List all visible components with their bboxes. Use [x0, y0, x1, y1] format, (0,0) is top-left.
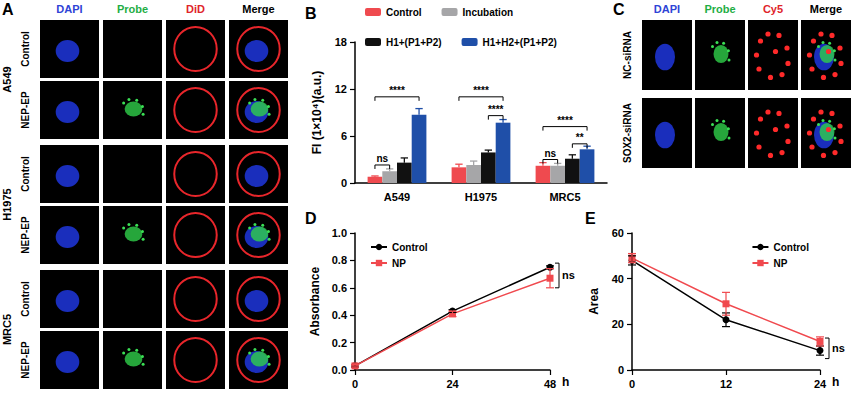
- svg-text:H1975: H1975: [1, 188, 13, 220]
- svg-text:24: 24: [814, 378, 827, 390]
- svg-text:0.2: 0.2: [332, 337, 347, 349]
- svg-text:Control: Control: [392, 242, 428, 253]
- svg-text:NP: NP: [392, 258, 406, 269]
- svg-text:FI (1×10⁴)(a.u.): FI (1×10⁴)(a.u.): [310, 71, 324, 155]
- svg-text:****: ****: [389, 85, 405, 96]
- svg-text:NEP-EP: NEP-EP: [20, 91, 31, 129]
- svg-text:H1975: H1975: [465, 191, 497, 203]
- svg-text:E: E: [585, 210, 596, 227]
- svg-text:****: ****: [473, 85, 489, 96]
- svg-text:0: 0: [352, 378, 358, 390]
- svg-text:Absorbance: Absorbance: [308, 267, 322, 337]
- svg-text:Control: Control: [20, 156, 31, 192]
- svg-text:ns: ns: [562, 269, 575, 281]
- svg-text:D: D: [305, 210, 317, 227]
- svg-text:Control: Control: [386, 7, 422, 18]
- svg-text:ns: ns: [832, 342, 845, 354]
- svg-text:Control: Control: [773, 242, 809, 253]
- svg-text:24: 24: [446, 378, 459, 390]
- svg-text:MRC5: MRC5: [1, 314, 13, 345]
- svg-text:Merge: Merge: [810, 3, 842, 15]
- svg-text:Incubation: Incubation: [463, 7, 514, 18]
- svg-text:1.0: 1.0: [332, 227, 347, 239]
- svg-text:NC-siRNA: NC-siRNA: [622, 31, 633, 79]
- svg-text:Cy5: Cy5: [763, 3, 783, 15]
- svg-text:40: 40: [612, 273, 624, 285]
- svg-text:A549: A549: [384, 191, 410, 203]
- svg-text:60: 60: [612, 227, 624, 239]
- svg-text:H1+(P1+P2): H1+(P1+P2): [386, 37, 442, 48]
- svg-text:0.6: 0.6: [332, 282, 347, 294]
- svg-text:6: 6: [341, 130, 347, 142]
- svg-text:Control: Control: [20, 31, 31, 67]
- svg-text:ns: ns: [544, 148, 556, 159]
- svg-text:C: C: [613, 1, 625, 18]
- svg-text:Control: Control: [20, 281, 31, 317]
- svg-text:DAPI: DAPI: [654, 3, 680, 15]
- svg-text:20: 20: [612, 318, 624, 330]
- svg-text:****: ****: [557, 115, 573, 126]
- svg-text:MRC5: MRC5: [549, 191, 580, 203]
- svg-text:NEP-EP: NEP-EP: [20, 216, 31, 254]
- svg-text:h: h: [562, 375, 569, 389]
- svg-text:0.0: 0.0: [332, 364, 347, 376]
- svg-text:12: 12: [335, 83, 347, 95]
- svg-text:**: **: [576, 132, 584, 143]
- svg-text:0: 0: [629, 378, 635, 390]
- svg-text:Probe: Probe: [117, 3, 148, 15]
- svg-text:SOX2-siRNA: SOX2-siRNA: [622, 103, 633, 163]
- svg-text:****: ****: [488, 104, 504, 115]
- svg-text:48: 48: [544, 378, 556, 390]
- svg-text:A549: A549: [1, 66, 13, 92]
- svg-text:Merge: Merge: [242, 3, 274, 15]
- svg-text:0.8: 0.8: [332, 254, 347, 266]
- svg-text:NP: NP: [773, 258, 787, 269]
- svg-text:H1+H2+(P1+P2): H1+H2+(P1+P2): [483, 37, 557, 48]
- svg-text:h: h: [832, 375, 839, 389]
- svg-text:Probe: Probe: [704, 3, 735, 15]
- svg-text:DAPI: DAPI: [56, 3, 82, 15]
- svg-text:Area: Area: [587, 288, 601, 315]
- svg-text:NEP-EP: NEP-EP: [20, 341, 31, 379]
- svg-text:12: 12: [720, 378, 732, 390]
- svg-text:B: B: [305, 5, 317, 22]
- svg-text:ns: ns: [376, 153, 388, 164]
- svg-text:0: 0: [618, 364, 624, 376]
- svg-text:0: 0: [341, 177, 347, 189]
- svg-text:A: A: [2, 1, 14, 18]
- svg-text:18: 18: [335, 36, 347, 48]
- svg-text:DiD: DiD: [186, 3, 205, 15]
- svg-text:0.4: 0.4: [332, 309, 348, 321]
